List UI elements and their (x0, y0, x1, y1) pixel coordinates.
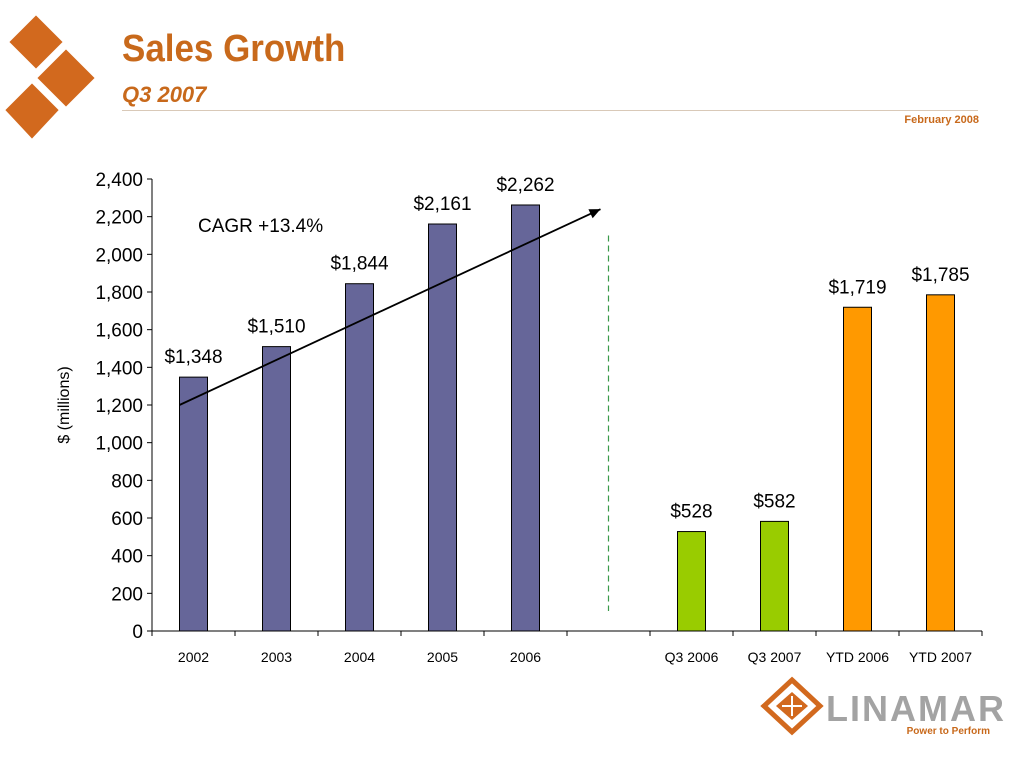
y-tick-label: 2,400 (95, 170, 143, 191)
data-label: $1,719 (828, 277, 886, 298)
cagr-trend-arrow (179, 208, 601, 406)
page-title: Sales Growth (122, 28, 346, 70)
y-tick-label: 1,000 (95, 434, 143, 455)
bar (511, 204, 540, 632)
bar (428, 223, 457, 632)
x-tick-label: 2002 (178, 649, 209, 665)
x-tick-label: 2006 (510, 649, 541, 665)
bar (345, 283, 374, 632)
header-divider (122, 110, 978, 111)
x-tick-label: 2003 (261, 649, 292, 665)
y-tick-label: 1,800 (95, 283, 143, 304)
bar (262, 346, 291, 632)
company-logo-diamonds (2, 12, 98, 142)
x-tick-label: Q3 2006 (665, 649, 719, 665)
y-tick-label: 200 (111, 584, 143, 605)
x-tick-label: Q3 2007 (748, 649, 802, 665)
brand-name: LINAMAR (826, 688, 1006, 729)
trend-arrowhead (588, 209, 601, 219)
data-label: $582 (753, 491, 795, 512)
y-tick-label: 1,400 (95, 358, 143, 379)
logo-diamond-top (6, 12, 66, 72)
x-tick-label: 2004 (344, 649, 375, 665)
bar (843, 306, 872, 632)
y-tick-label: 400 (111, 547, 143, 568)
x-tick-label: YTD 2006 (826, 649, 889, 665)
data-label: $2,161 (413, 194, 471, 215)
logo-diamond-right (34, 46, 98, 110)
data-label: $2,262 (496, 175, 554, 196)
data-label: $528 (670, 502, 712, 523)
presentation-date: February 2008 (904, 114, 979, 126)
logo-diamond-bottom (2, 80, 62, 142)
x-tick-label: 2005 (427, 649, 458, 665)
cagr-annotation: CAGR +13.4% (198, 216, 323, 237)
y-tick-label: 2,200 (95, 208, 143, 229)
y-tick-label: 1,200 (95, 396, 143, 417)
y-tick-label: 1,600 (95, 321, 143, 342)
bar (179, 376, 208, 632)
bar (760, 520, 789, 632)
y-tick-label: 800 (111, 471, 143, 492)
page-subtitle: Q3 2007 (122, 82, 207, 107)
bar (926, 294, 955, 632)
y-axis-label: $ (millions) (56, 366, 73, 443)
y-tick-label: 2,000 (95, 245, 143, 266)
brand-tagline: Power to Perform (906, 726, 990, 737)
data-label: $1,348 (164, 347, 222, 368)
x-tick-label: YTD 2007 (909, 649, 972, 665)
y-tick-label: 600 (111, 509, 143, 530)
linamar-logo-icon (760, 676, 824, 736)
data-label: $1,510 (247, 317, 305, 338)
y-tick-label: 0 (132, 622, 143, 643)
bar (677, 531, 706, 632)
data-label: $1,785 (911, 265, 969, 286)
data-label: $1,844 (330, 254, 389, 275)
